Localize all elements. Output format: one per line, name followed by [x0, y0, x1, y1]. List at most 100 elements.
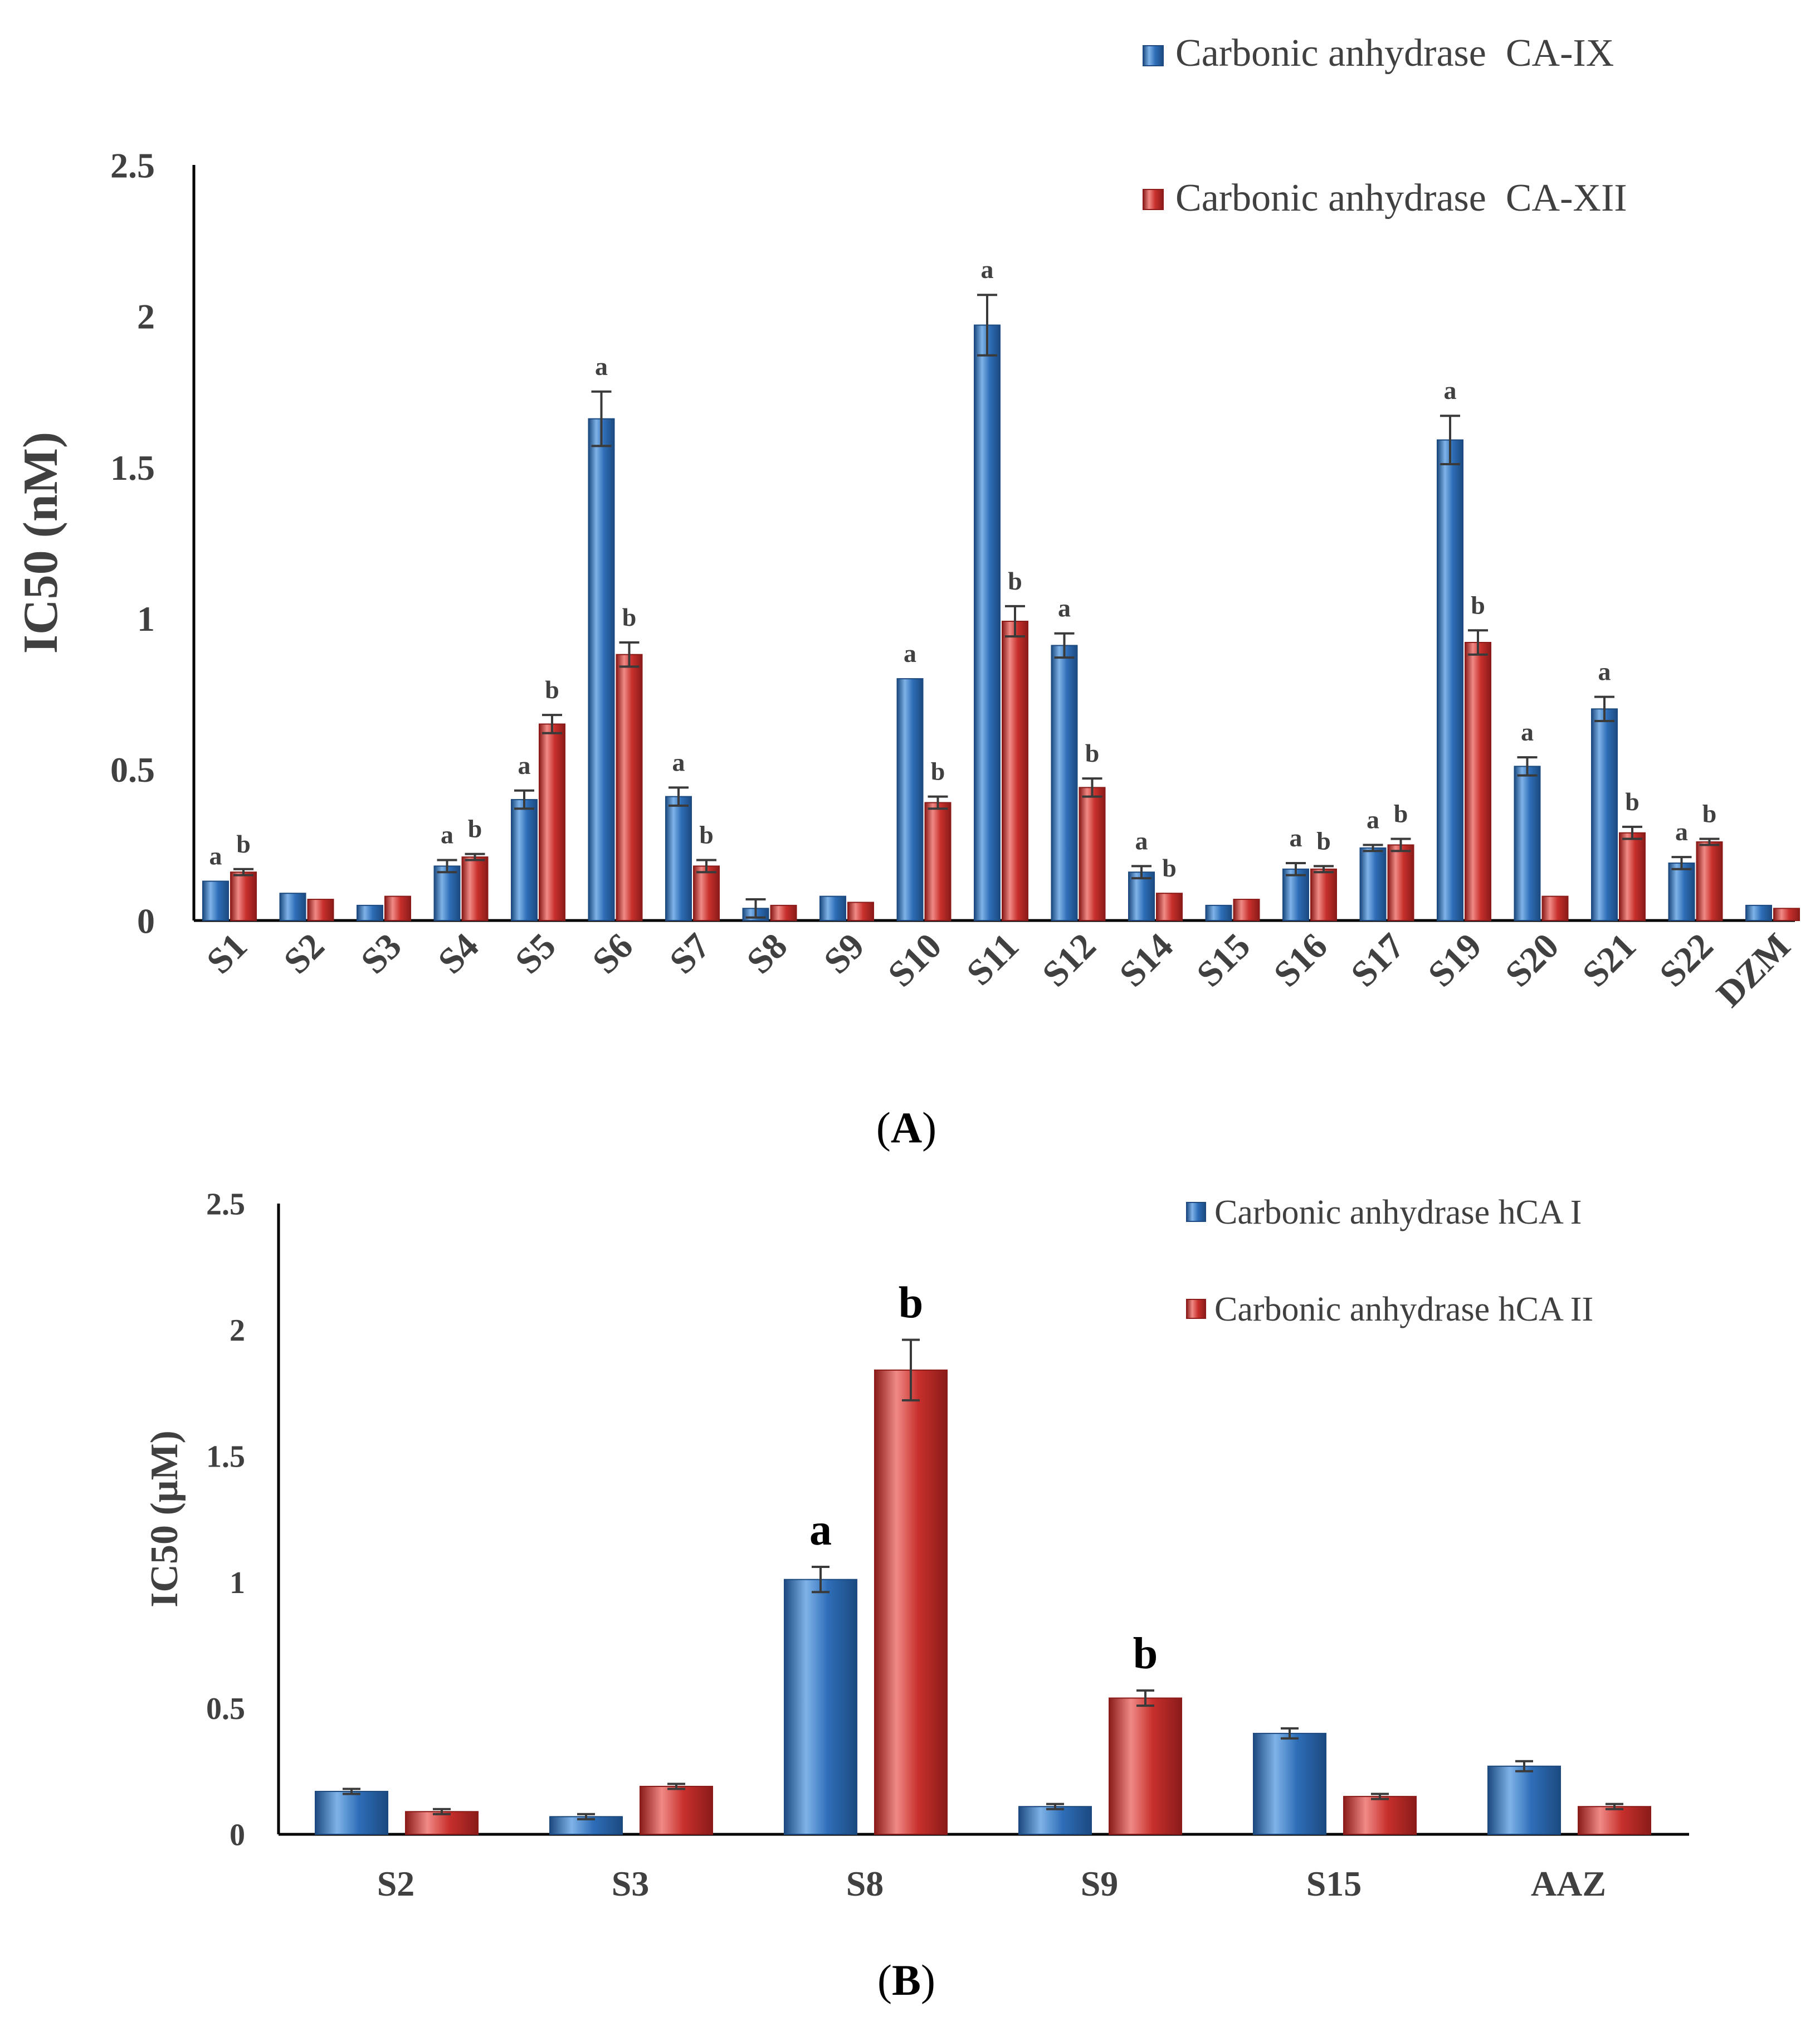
- legend-item-a-ca-ix: Carbonic anhydrase CA-IX: [1143, 32, 1614, 75]
- bar-a-s1-s16: [1282, 868, 1309, 921]
- error-bar-a-s1-s14: [1131, 865, 1151, 880]
- bar-a-s2-s17: [1387, 844, 1414, 922]
- bar-b-s2-s15: [1343, 1796, 1417, 1835]
- x-tick-label-b-s15: S15: [1306, 1864, 1362, 1903]
- bar-a-s2-s19: [1465, 641, 1491, 921]
- x-tick-label-b-s8: S8: [846, 1864, 884, 1903]
- legend-label-a-ca-ix: Carbonic anhydrase CA-IX: [1175, 32, 1614, 75]
- bar-a-s2-s5: [539, 723, 565, 921]
- y-tick-label-b: 2: [230, 1313, 245, 1348]
- bar-a-s2-s16: [1310, 868, 1337, 921]
- significance-label-a-s1-s4: a: [441, 821, 453, 849]
- bar-a-s2-dzm: [1773, 908, 1800, 921]
- bar-a-s1-s22: [1668, 862, 1695, 921]
- bar-a-s1-s5: [511, 799, 538, 922]
- x-tick-label-a-s6: S6: [584, 926, 641, 982]
- legend-a: Carbonic anhydrase CA-IX Carbonic anhydr…: [1143, 32, 1627, 220]
- error-bar-b-s1-s8: [812, 1566, 830, 1594]
- legend-label-b-hca-ii: Carbonic anhydrase hCA II: [1214, 1290, 1593, 1328]
- error-bar-a-s2-s19: [1468, 629, 1488, 656]
- bar-a-s1-s1: [202, 880, 229, 922]
- error-bar-a-s1-s22: [1671, 856, 1692, 870]
- bar-a-s1-s2: [279, 893, 306, 921]
- x-tick-label-b-s2: S2: [377, 1864, 415, 1903]
- error-bar-a-s1-s21: [1594, 695, 1614, 723]
- error-bar-a-s1-s17: [1363, 844, 1383, 853]
- x-tick-label-b-s9: S9: [1081, 1864, 1119, 1903]
- error-bar-a-s1-s12: [1054, 632, 1075, 659]
- x-tick-label-a-dzm: DZM: [1709, 926, 1798, 1015]
- significance-label-a-s1-s12: a: [1058, 594, 1071, 622]
- panel-label-b: (B): [877, 1956, 935, 2004]
- legend-label-b-hca-i: Carbonic anhydrase hCA I: [1214, 1194, 1582, 1231]
- y-tick-label-b: 2.5: [206, 1187, 245, 1222]
- error-bar-a-s2-s1: [233, 868, 253, 876]
- significance-label-a-s2-s16: b: [1316, 826, 1331, 855]
- panel-label-a-letter: A: [891, 1103, 922, 1152]
- bar-a-s1-s12: [1051, 645, 1078, 922]
- error-bar-b-s1-aaz: [1515, 1760, 1533, 1772]
- significance-label-a-s2-s5: b: [545, 675, 559, 704]
- bar-b-s2-s3: [640, 1785, 713, 1835]
- bar-a-s2-s3: [384, 895, 411, 922]
- significance-label-a-s1-s17: a: [1367, 805, 1379, 834]
- x-tick-label-a-s9: S9: [816, 926, 872, 982]
- x-tick-label-a-s3: S3: [353, 926, 409, 982]
- y-axis-title-b: IC50 (μM): [143, 1430, 186, 1608]
- y-axis-title-a: IC50 (nM): [14, 432, 68, 654]
- significance-label-b-s2-s8: b: [899, 1279, 924, 1328]
- error-bar-a-s1-s11: [977, 294, 997, 357]
- error-bar-a-s1-s8: [745, 898, 766, 919]
- error-bar-a-s2-s22: [1699, 837, 1720, 846]
- bar-b-s1-s15: [1253, 1732, 1326, 1835]
- error-bar-a-s2-s11: [1005, 605, 1025, 638]
- bar-b-s1-aaz: [1487, 1765, 1561, 1835]
- legend-item-a-ca-xii: Carbonic anhydrase CA-XII: [1143, 177, 1627, 220]
- error-bar-a-s1-s16: [1286, 861, 1306, 876]
- x-tick-label-a-s16: S16: [1266, 926, 1335, 995]
- error-bar-a-s2-s6: [619, 641, 640, 668]
- y-tick-label-a: 0: [137, 901, 155, 941]
- bar-b-s2-s8: [874, 1369, 948, 1835]
- bar-a-s1-s3: [357, 904, 383, 922]
- legend-item-b-hca-i: Carbonic anhydrase hCA I: [1186, 1194, 1582, 1231]
- bar-b-s2-s2: [405, 1811, 479, 1835]
- error-bar-b-s2-s8: [902, 1338, 920, 1402]
- y-tick-label-b: 0.5: [206, 1692, 245, 1726]
- significance-label-a-s2-s7: b: [699, 821, 714, 849]
- significance-label-a-s1-s6: a: [595, 352, 608, 381]
- bar-b-s2-aaz: [1578, 1806, 1651, 1835]
- x-tick-label-a-s11: S11: [959, 926, 1027, 993]
- y-tick-label-a: 0.5: [110, 750, 155, 790]
- y-tick-label-a: 2.5: [110, 145, 155, 185]
- significance-label-a-s1-s10: a: [904, 639, 916, 668]
- bar-a-s2-s20: [1541, 895, 1569, 922]
- error-bar-a-s2-s21: [1622, 825, 1642, 840]
- x-tick-label-a-s5: S5: [508, 926, 564, 982]
- bar-a-s1-s11: [974, 324, 1001, 921]
- bar-a-s1-s6: [588, 418, 615, 921]
- bar-a-s1-s7: [665, 796, 692, 921]
- error-bar-a-s2-s5: [542, 714, 562, 734]
- significance-label-a-s2-s4: b: [468, 815, 482, 843]
- significance-label-a-s2-s19: b: [1471, 591, 1485, 619]
- significance-label-a-s2-s6: b: [622, 603, 637, 631]
- bar-a-s1-s10: [896, 678, 924, 921]
- bar-a-s1-s14: [1128, 871, 1155, 921]
- bar-b-s1-s2: [315, 1791, 388, 1835]
- x-tick-label-a-s20: S20: [1497, 926, 1567, 995]
- error-bar-a-s1-s19: [1440, 415, 1460, 465]
- x-tick-label-a-s2: S2: [276, 926, 332, 982]
- chart-panel-b: 0 0.5 1 1.5 2 2.5 a b b S2 S3 S8 S9 S15 AAZ IC50 (μM…: [143, 1187, 1689, 2004]
- significance-label-b-s2-s9: b: [1133, 1629, 1158, 1678]
- bar-b-s1-s8: [784, 1579, 857, 1835]
- significance-label-a-s2-s10: b: [931, 757, 945, 786]
- significance-label-a-s1-s7: a: [672, 748, 685, 776]
- x-tick-label-a-s19: S19: [1421, 926, 1490, 995]
- bar-a-s2-s10: [924, 802, 952, 921]
- x-tick-label-a-s10: S10: [880, 926, 949, 995]
- bar-a-s1-s17: [1359, 847, 1387, 921]
- significance-label-b-s1-s8: a: [809, 1506, 832, 1555]
- bar-a-s1-s19: [1437, 439, 1463, 921]
